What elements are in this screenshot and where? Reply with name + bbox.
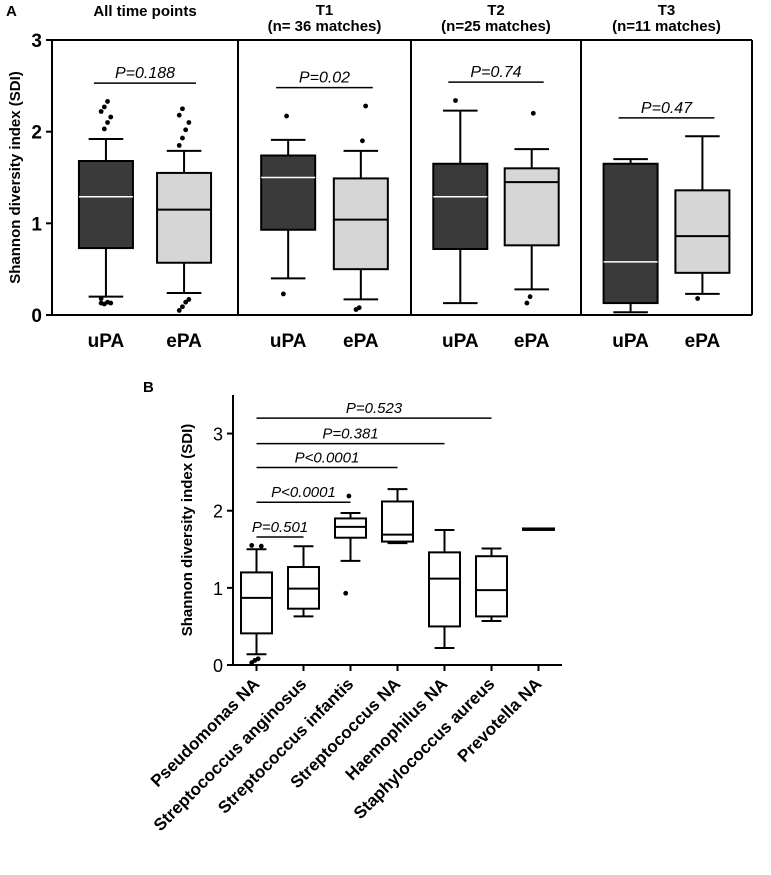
epa-box-group-1-outlier bbox=[176, 143, 182, 148]
epa-box-group-3-outlier bbox=[527, 294, 533, 300]
epa-box-group-1-outlier bbox=[176, 308, 182, 313]
panel-a: A Shannon diversity index (SDI) 0 1 2 3 All ti… bbox=[6, 2, 753, 352]
x-tick-label: uPA bbox=[612, 331, 649, 352]
epa-box-group-4-box bbox=[674, 189, 731, 274]
panel-b-y-axis-label: Shannon diversity index (SDI) bbox=[179, 424, 196, 637]
comparison-p-value: P=0.523 bbox=[346, 400, 403, 417]
group-title: All time points bbox=[93, 3, 196, 20]
panel-a-group-2: T1(n= 36 matches) uPA ePA P=0.02 bbox=[260, 2, 389, 352]
upa-box-group-3-outlier bbox=[453, 98, 458, 103]
species-6-box bbox=[475, 555, 508, 618]
species-3-outlier bbox=[346, 493, 352, 499]
epa-box-group-3-box bbox=[503, 167, 560, 247]
epa-box-group-1-outlier bbox=[183, 299, 189, 305]
epa-box-group-2-outlier bbox=[360, 138, 365, 144]
epa-box-group-2-box bbox=[332, 177, 389, 271]
epa-box-group-1-outlier bbox=[180, 135, 185, 141]
panel-a-group-1: All time points uPA ePA P=0.188 bbox=[77, 3, 213, 352]
upa-box-group-1-outlier bbox=[105, 120, 110, 125]
p-value-label: P=0.74 bbox=[470, 64, 521, 81]
epa-box-group-1-outlier bbox=[186, 297, 192, 302]
p-value-label: P=0.188 bbox=[115, 65, 175, 82]
epa-box-group-2-outlier bbox=[363, 103, 369, 109]
panel-b-y-tick-label: 3 bbox=[213, 425, 223, 445]
species-1-outlier bbox=[258, 543, 264, 549]
epa-box-group-1-box bbox=[156, 171, 213, 264]
panel-b-y-tick-label: 1 bbox=[213, 579, 223, 599]
group-subtitle: (n= 36 matches) bbox=[268, 18, 382, 35]
comparison-p-value: P=0.381 bbox=[322, 426, 378, 443]
epa-box-group-3-outlier bbox=[524, 300, 530, 306]
upa-box-group-2-box bbox=[260, 154, 317, 231]
epa-box-group-2-outlier bbox=[356, 305, 362, 311]
panel-a-y-tick-label: 2 bbox=[31, 123, 42, 144]
panel-b-y-tick-label: 0 bbox=[213, 656, 223, 676]
panel-b-label: B bbox=[143, 379, 154, 396]
comparison-p-value: P<0.0001 bbox=[271, 484, 336, 501]
x-tick-label: uPA bbox=[88, 331, 125, 352]
epa-box-group-1-outlier bbox=[180, 106, 185, 112]
epa-box-group-3-outlier bbox=[530, 110, 536, 116]
species-1-box bbox=[240, 571, 273, 635]
comparison-p-value: P<0.0001 bbox=[295, 450, 360, 467]
upa-box-group-1-outlier bbox=[105, 99, 110, 104]
panel-a-y-tick-label: 0 bbox=[31, 306, 42, 327]
panel-a-y-tick-label: 3 bbox=[31, 31, 42, 52]
p-value-label: P=0.47 bbox=[641, 100, 693, 117]
species-1-outlier bbox=[249, 543, 255, 548]
species-5-box bbox=[428, 551, 461, 628]
comparison-p-value: P=0.501 bbox=[252, 519, 308, 536]
group-title: T2 bbox=[487, 2, 505, 19]
species-tick-label: Prevotella NA bbox=[454, 674, 546, 766]
upa-box-group-3-box bbox=[432, 162, 489, 250]
panel-a-label: A bbox=[6, 3, 17, 20]
upa-box-group-4-box bbox=[602, 162, 659, 305]
upa-box-group-1-outlier bbox=[98, 296, 104, 301]
epa-box-group-1-outlier bbox=[183, 127, 189, 133]
upa-box-group-1-outlier bbox=[98, 109, 104, 114]
species-3-outlier bbox=[343, 590, 349, 596]
panel-a-y-axis-label: Shannon diversity index (SDI) bbox=[7, 71, 24, 284]
group-title: T3 bbox=[658, 2, 676, 19]
panel-a-y-tick-label: 1 bbox=[31, 214, 42, 235]
upa-box-group-1-outlier bbox=[101, 126, 107, 132]
panel-a-group-4: T3(n=11 matches) uPA ePA P=0.47 bbox=[602, 2, 731, 352]
epa-box-group-1-outlier bbox=[180, 304, 185, 310]
epa-box-group-4-outlier bbox=[695, 296, 701, 301]
upa-box-group-1-outlier bbox=[101, 104, 107, 110]
x-tick-label: ePA bbox=[685, 331, 721, 352]
panel-a-group-3: T2(n=25 matches) uPA ePA P=0.74 bbox=[432, 2, 560, 352]
group-subtitle: (n=25 matches) bbox=[441, 18, 551, 35]
x-tick-label: ePA bbox=[343, 331, 379, 352]
upa-box-group-2-outlier bbox=[284, 113, 289, 119]
species-3-box bbox=[334, 517, 367, 539]
x-tick-label: ePA bbox=[166, 331, 202, 352]
x-tick-label: ePA bbox=[514, 331, 550, 352]
species-1-outlier bbox=[255, 656, 261, 662]
epa-box-group-1-outlier bbox=[176, 112, 182, 118]
epa-box-group-1-outlier bbox=[186, 120, 192, 125]
x-tick-label: uPA bbox=[442, 331, 479, 352]
upa-box-group-2-outlier bbox=[280, 291, 286, 297]
upa-box-group-1-box bbox=[77, 160, 134, 250]
upa-box-group-1-outlier bbox=[108, 114, 114, 120]
p-value-label: P=0.02 bbox=[299, 70, 350, 87]
x-tick-label: uPA bbox=[270, 331, 307, 352]
group-title: T1 bbox=[316, 2, 334, 19]
panel-b-y-tick-label: 2 bbox=[213, 502, 223, 522]
upa-box-group-1-outlier bbox=[108, 300, 114, 306]
group-subtitle: (n=11 matches) bbox=[612, 18, 721, 35]
